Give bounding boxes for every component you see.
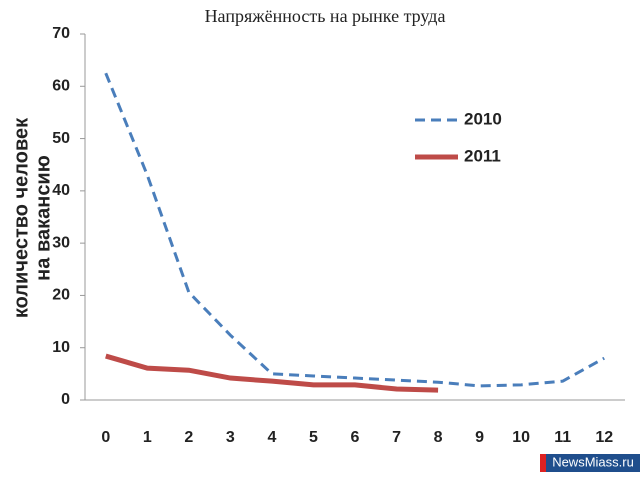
x-tick-label: 10 [512,429,530,446]
x-tick-label: 7 [392,429,401,446]
y-label-line: количество человек [10,117,32,318]
y-axis-label: количество человек на вакансию [10,117,54,318]
watermark-accent [540,454,546,472]
y-tick-label: 60 [52,78,70,95]
x-tick-label: 9 [475,429,484,446]
watermark-box [540,454,640,472]
y-tick-label: 20 [52,287,70,304]
x-tick-label: 8 [434,429,443,446]
chart-title: Напряжённость на рынке труда [205,6,446,26]
x-tick-label: 4 [267,429,276,446]
x-tick-label: 2 [184,429,193,446]
legend-label: 2011 [464,146,501,165]
x-tick-label: 5 [309,429,318,446]
y-label-line: на вакансию [32,155,54,281]
y-tick-label: 0 [61,391,70,408]
y-tick-label: 30 [52,234,70,251]
line-series [105,353,439,393]
y-tick-label: 50 [52,130,70,147]
watermark: NewsMiass.ru [552,454,634,469]
x-tick-label: 11 [554,429,571,446]
line-series [104,72,605,388]
x-tick-label: 3 [226,429,235,446]
x-tick-label: 6 [351,429,360,446]
legend-label: 2010 [464,109,502,128]
x-tick-label: 1 [143,429,152,446]
y-tick-label: 10 [52,339,70,356]
x-tick-label: 12 [595,429,613,446]
y-tick-label: 70 [52,25,70,42]
y-tick-label: 40 [52,182,70,199]
x-tick-label: 0 [101,429,110,446]
